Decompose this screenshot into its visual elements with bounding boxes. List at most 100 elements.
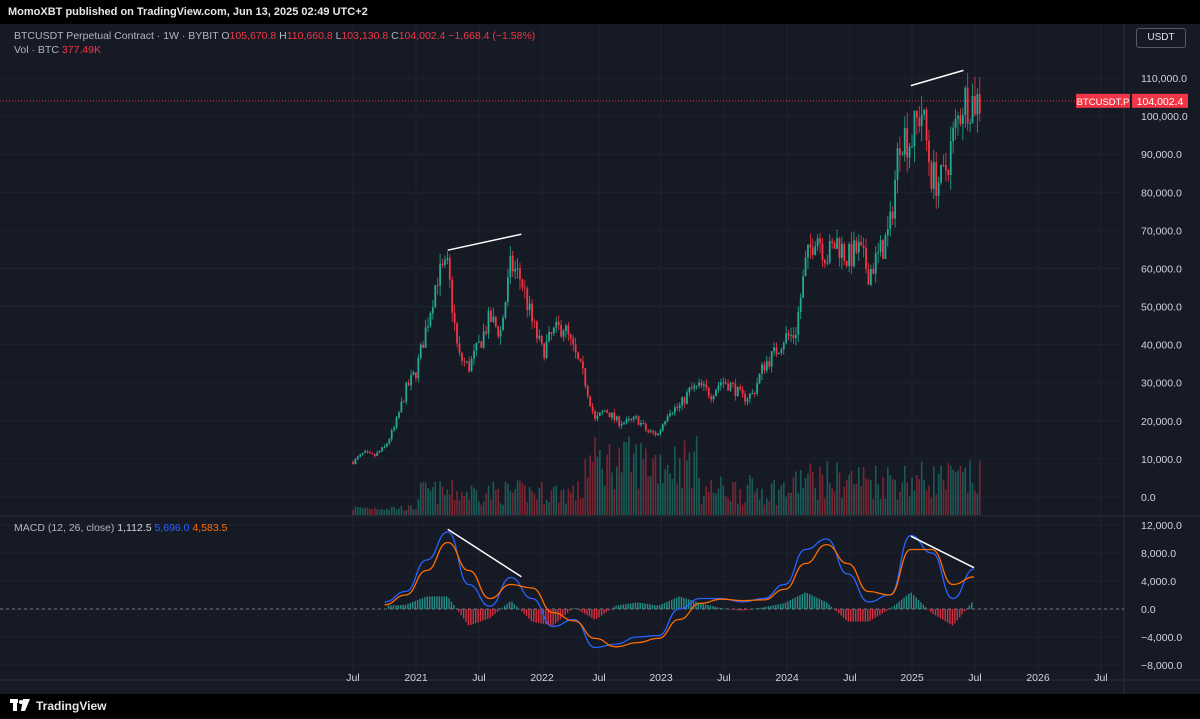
candle-body — [458, 343, 461, 353]
candle-body — [441, 263, 444, 266]
macd-hist-bar — [501, 607, 504, 609]
macd-hist-bar — [545, 609, 547, 625]
time-tick-label: Jul — [968, 672, 981, 684]
macd-hist-bar — [746, 609, 748, 610]
volume-bar — [463, 495, 466, 515]
candle-body — [359, 454, 362, 457]
price-tick-label: 50,000.0 — [1141, 302, 1182, 314]
macd-hist-bar — [961, 609, 963, 615]
candle-body — [715, 390, 717, 396]
volume-bar — [405, 510, 408, 515]
volume-bar — [751, 478, 754, 515]
macd-hist-bar — [656, 605, 658, 609]
candle-body — [485, 331, 487, 334]
volume-bar — [908, 496, 911, 515]
macd-hist-bar — [823, 601, 825, 609]
volume-bar — [695, 436, 698, 515]
macd-hist-bar — [760, 607, 762, 609]
candle-body — [533, 321, 536, 323]
macd-hist-bar — [443, 596, 445, 609]
macd-hist-bar — [767, 606, 770, 609]
volume-bar — [524, 485, 526, 515]
volume-bar — [427, 488, 429, 515]
candle-body — [821, 243, 824, 260]
macd-hist-value: 1,112.5 — [117, 522, 152, 534]
macd-hist-bar — [496, 609, 499, 612]
macd-hist-bar — [932, 609, 934, 614]
candle-body — [352, 461, 354, 465]
volume-bar — [519, 480, 521, 515]
macd-hist-bar — [724, 608, 726, 610]
candle-body — [836, 238, 838, 249]
volume-bar — [528, 487, 531, 515]
macd-hist-bar — [579, 609, 581, 611]
volume-bar — [700, 504, 703, 515]
candle-body — [804, 257, 807, 277]
candle-body — [770, 351, 773, 367]
candle-body — [787, 333, 790, 336]
volume-bar — [422, 482, 424, 515]
macd-tick-label: 4,000.0 — [1141, 576, 1176, 588]
volume-bar — [720, 476, 722, 515]
candle-body — [453, 312, 456, 324]
macd-hist-bar — [879, 609, 881, 615]
volume-bar — [654, 455, 657, 515]
volume-bar — [511, 492, 514, 515]
macd-hist-bar — [518, 608, 520, 610]
open-label: O — [221, 30, 230, 42]
macd-hist-bar — [605, 609, 608, 613]
macd-hist-bar — [438, 596, 441, 609]
candle-body — [729, 382, 732, 391]
macd-hist-bar — [871, 609, 874, 620]
price-tick-label: 60,000.0 — [1141, 263, 1182, 275]
candle-body — [831, 241, 834, 244]
candle-body — [867, 269, 870, 285]
candle-body — [879, 240, 882, 253]
candle-body — [780, 349, 783, 353]
candle-body — [623, 422, 625, 425]
volume-bar — [978, 460, 981, 515]
volume-bar — [596, 456, 599, 515]
publish-header: MomoXBT published on TradingView.com, Ju… — [0, 0, 1200, 24]
macd-hist-bar — [654, 605, 656, 609]
price-tick-label: 80,000.0 — [1141, 187, 1182, 199]
volume-bar — [838, 472, 841, 515]
candle-body — [833, 243, 836, 249]
candle-body — [899, 148, 901, 155]
candle-body — [373, 454, 376, 456]
macd-label: MACD (12, 26, close) — [14, 522, 115, 534]
candle-body — [552, 327, 555, 334]
chart-svg[interactable]: 0.0 10,000.0 20,000.0 30,000.0 40,000.0 50,00… — [0, 24, 1200, 694]
volume-bar — [436, 504, 439, 515]
candle-body — [869, 269, 872, 285]
volume-bar — [623, 441, 625, 515]
time-tick-label: Jul — [1094, 672, 1107, 684]
candle-body — [569, 334, 572, 339]
candle-body — [935, 162, 938, 196]
volume-bar — [899, 491, 901, 515]
volume-bar — [567, 488, 570, 515]
candle-body — [816, 238, 819, 247]
macd-hist-bar — [886, 609, 888, 611]
volume-bar — [790, 492, 792, 515]
macd-hist-bar — [796, 596, 799, 609]
volume-bar — [918, 479, 921, 515]
candle-body — [586, 386, 589, 397]
volume-bar — [703, 495, 705, 515]
candle-body — [388, 439, 391, 444]
currency-button[interactable]: USDT — [1136, 28, 1186, 48]
candle-body — [521, 279, 524, 288]
volume-bar — [736, 503, 739, 515]
volume-bar — [432, 487, 434, 515]
chart-panel[interactable]: 0.0 10,000.0 20,000.0 30,000.0 40,000.0 50,00… — [0, 24, 1200, 694]
volume-bar — [691, 488, 693, 515]
macd-tick-label: 8,000.0 — [1141, 548, 1176, 560]
volume-bar — [664, 469, 666, 515]
volume-bar — [570, 492, 572, 515]
volume-bar — [676, 483, 679, 515]
volume-bar — [884, 498, 887, 515]
candle-body — [775, 347, 778, 355]
volume-bar — [928, 485, 930, 515]
candle-body — [748, 393, 751, 399]
volume-bar — [712, 492, 715, 515]
